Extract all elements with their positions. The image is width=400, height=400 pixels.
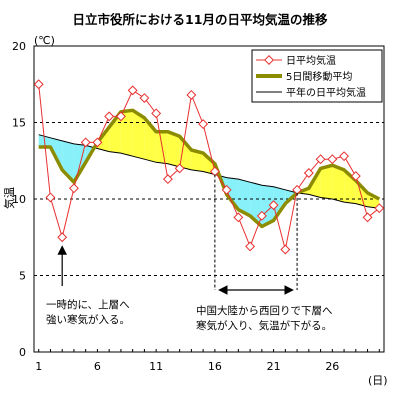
fill-above-normal (320, 165, 333, 199)
data-point-daily (151, 108, 162, 119)
data-point-daily (209, 166, 220, 177)
x-tick-label: 6 (94, 360, 101, 373)
legend-marker-daily (264, 55, 274, 65)
legend-box (251, 49, 383, 103)
x-tick-label: 16 (208, 360, 222, 373)
legend-label-daily: 日平均気温 (286, 54, 336, 67)
data-point-daily (280, 244, 291, 255)
data-point-daily (256, 210, 267, 221)
cold-period-note-line: 中国大陸から西回りで下層へ (196, 304, 333, 317)
data-point-daily (362, 212, 373, 223)
data-point-daily (292, 184, 303, 195)
data-point-daily (92, 137, 103, 148)
series-line-moving-average (38, 108, 381, 229)
fill-above-normal (109, 111, 121, 154)
data-point-daily (174, 163, 185, 174)
legend-item-moving-average: 5日間移動平均 (256, 70, 352, 83)
data-point-daily (315, 154, 326, 165)
fill-above-normal (191, 150, 204, 172)
y-tick-label: 15 (12, 117, 26, 130)
legend-label-moving-average: 5日間移動平均 (286, 70, 352, 83)
data-point-daily (139, 93, 150, 103)
fill-above-normal (120, 110, 133, 157)
y-axis-label: 気温 (2, 187, 16, 209)
cold-snap-note-line: 一時的に、上層へ (46, 298, 130, 311)
axes: 1 6 11 16 21 26 (33, 45, 385, 373)
legend-label-normal: 平年の日平均気温 (286, 86, 366, 99)
data-point-daily (245, 241, 256, 252)
y-tick-label: 5 (19, 270, 26, 283)
data-point-daily (327, 154, 338, 165)
data-point-daily (303, 168, 314, 178)
data-point-daily (115, 111, 126, 122)
fill-below-normal (238, 179, 251, 216)
fill-below-normal (226, 177, 239, 210)
fill-below-normal (273, 186, 286, 221)
data-point-daily (104, 111, 115, 122)
y-tick-label: 10 (12, 193, 26, 206)
data-point-daily (57, 232, 68, 243)
fill-above-normal (179, 136, 192, 170)
plot-frame (33, 45, 385, 353)
fill-above-normal (132, 110, 145, 160)
data-point-daily (68, 183, 79, 194)
fill-above-normal (203, 153, 215, 175)
data-point-daily (127, 85, 138, 96)
x-tick-label: 21 (267, 360, 281, 373)
fill-above-normal (332, 165, 345, 203)
legend-item-daily: 日平均気温 (256, 54, 336, 67)
fill-above-normal (167, 131, 180, 167)
data-point-daily (339, 151, 350, 162)
y-tick-label: 0 (19, 346, 26, 359)
data-point-daily (350, 171, 361, 181)
deviation-fills (38, 110, 380, 227)
x-tick-label: 1 (35, 360, 42, 373)
legend: 日平均気温 5日間移動平均 平年の日平均気温 (251, 49, 383, 103)
data-point-daily (221, 184, 232, 195)
fill-above-normal (367, 192, 380, 209)
x-tick-label: 26 (325, 360, 339, 373)
cold-period-note-line: 寒気が入り、気温が下がる。 (196, 319, 332, 332)
chart-title: 日立市役所における11月の日平均気温の推移 (73, 12, 328, 27)
x-tick-label: 11 (149, 360, 163, 373)
data-point-daily (186, 90, 197, 100)
data-point-daily (268, 200, 279, 211)
data-point-daily (162, 174, 173, 185)
series-lines (33, 79, 385, 255)
y-unit-label: (℃) (34, 34, 55, 47)
cold-snap-note-line: 強い寒気が入る。 (46, 313, 130, 326)
y-tick-label: 20 (12, 40, 26, 53)
x-axis-unit-label: (日) (368, 374, 388, 387)
data-point-daily (80, 137, 91, 148)
legend-item-normal: 平年の日平均気温 (256, 86, 366, 99)
data-point-daily (33, 79, 44, 90)
data-point-daily (45, 192, 56, 203)
data-point-daily (233, 212, 244, 223)
data-point-daily (374, 203, 385, 214)
data-point-daily (198, 119, 209, 129)
